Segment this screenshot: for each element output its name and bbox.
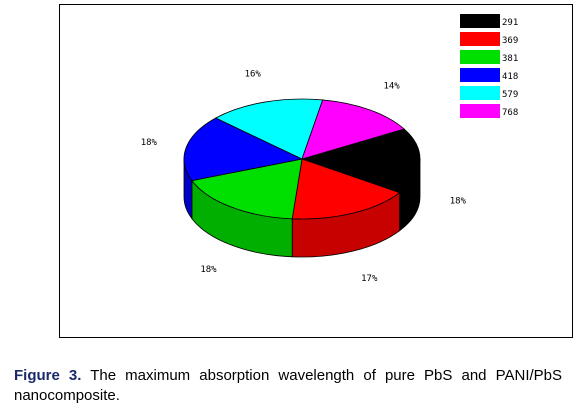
pie-percent-label: 18% (141, 138, 158, 148)
pie-slice-381 (191, 158, 303, 220)
caption-text: The maximum absorption wavelength of pur… (14, 367, 563, 404)
legend-label: 291 (502, 18, 518, 28)
pie-percent-label: 14% (383, 81, 400, 91)
caption-label: Figure 3. (14, 367, 82, 384)
legend-swatch-369 (460, 32, 500, 46)
pie-slice-768 (301, 99, 406, 160)
legend-label: 418 (502, 72, 518, 82)
pie-slices (183, 98, 421, 220)
pie-percent-labels: 18% 17% 18% 18% 16% 14% (141, 70, 467, 285)
legend-swatch-418 (460, 68, 500, 82)
pie-slice-418 (183, 117, 304, 182)
legend-swatch-291 (460, 14, 500, 28)
legend-label: 579 (502, 90, 518, 100)
pie-percent-label: 18% (450, 196, 467, 206)
legend-label: 369 (502, 36, 518, 46)
pie-percent-label: 16% (245, 70, 262, 80)
pie-percent-label: 17% (361, 274, 378, 284)
pie-slice-291 (300, 128, 421, 194)
pie-sides (183, 158, 421, 258)
chart-frame: 18% 17% 18% 18% 16% 14% 291 369 381 418 579 768 (59, 4, 573, 338)
legend: 291 369 381 418 579 768 (460, 14, 518, 118)
pie-slice-369 (291, 158, 401, 220)
legend-label: 381 (502, 54, 518, 64)
pie-percent-label: 18% (200, 265, 217, 275)
pie-slice-579 (214, 98, 324, 160)
pie-chart: 18% 17% 18% 18% 16% 14% 291 369 381 418 579 768 (141, 14, 518, 285)
legend-swatch-768 (460, 104, 500, 118)
legend-swatch-381 (460, 50, 500, 64)
legend-label: 768 (502, 108, 518, 118)
figure-caption: Figure 3. The maximum absorption wavelen… (14, 366, 562, 406)
legend-swatch-579 (460, 86, 500, 100)
